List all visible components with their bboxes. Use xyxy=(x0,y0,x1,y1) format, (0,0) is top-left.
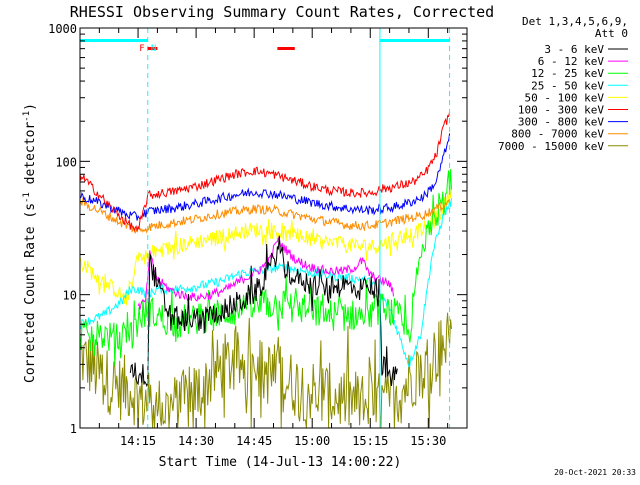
x-tick-label: 15:00 xyxy=(294,434,330,448)
y-axis-label: Corrected Count Rate (s-1 detector-1) xyxy=(22,103,38,383)
series-50-100-kev-line xyxy=(79,187,452,306)
legend-label: 12 - 25 keV xyxy=(531,67,604,80)
x-tick-label: 14:45 xyxy=(236,434,272,448)
y-tick-label: 1000 xyxy=(48,22,77,36)
series-12-25-kev-line xyxy=(79,169,452,366)
timestamp-footer: 20-Oct-2021 20:33 xyxy=(554,468,636,477)
x-axis-label: Start Time (14-Jul-13 14:00:22) xyxy=(159,455,402,470)
series-7000-15000-kev-line xyxy=(79,312,452,429)
flag-f-label: F xyxy=(139,44,144,54)
flare-flag-bar xyxy=(277,47,295,50)
legend-label: 3 - 6 keV xyxy=(544,43,604,56)
legend-header-detectors: Det 1,3,4,5,6,9, xyxy=(522,15,628,28)
attenuator-bar-1 xyxy=(80,39,148,42)
legend-label: 800 - 7000 keV xyxy=(511,128,604,141)
legend-header-attenuator: Att 0 xyxy=(595,27,628,40)
x-tick-label: 15:15 xyxy=(352,434,388,448)
legend-label: 25 - 50 keV xyxy=(531,79,604,92)
chart-title: RHESSI Observing Summary Count Rates, Co… xyxy=(70,3,494,21)
flag-n-label: N xyxy=(151,44,156,54)
legend-label: 50 - 100 keV xyxy=(525,91,605,104)
x-tick-label: 14:30 xyxy=(178,434,214,448)
legend-label: 7000 - 15000 keV xyxy=(498,140,604,153)
y-tick-label: 100 xyxy=(55,155,77,169)
series-25-50-kev-line xyxy=(79,198,452,368)
series-800-7000-kev-line xyxy=(79,197,451,235)
legend-label: 300 - 800 keV xyxy=(518,116,604,129)
x-tick-label: 14:15 xyxy=(120,434,156,448)
series-100-300-kev-line xyxy=(79,111,451,233)
x-tick-label: 15:30 xyxy=(410,434,446,448)
y-tick-label: 10 xyxy=(63,289,77,303)
legend-label: 6 - 12 keV xyxy=(538,55,605,68)
series-3-6-kev-line xyxy=(129,235,398,388)
flag-f-bar xyxy=(147,47,158,50)
axes: 1 10 100 1000 14:15 14:30 14:45 15:00 15:15 15:30 xyxy=(48,22,468,448)
y-tick-label: 1 xyxy=(70,422,77,436)
legend-label: 100 - 300 keV xyxy=(518,104,604,117)
legend-header: Det 1,3,4,5,6,9, Att 0 xyxy=(522,15,628,40)
attenuator-bar-2 xyxy=(379,39,450,42)
